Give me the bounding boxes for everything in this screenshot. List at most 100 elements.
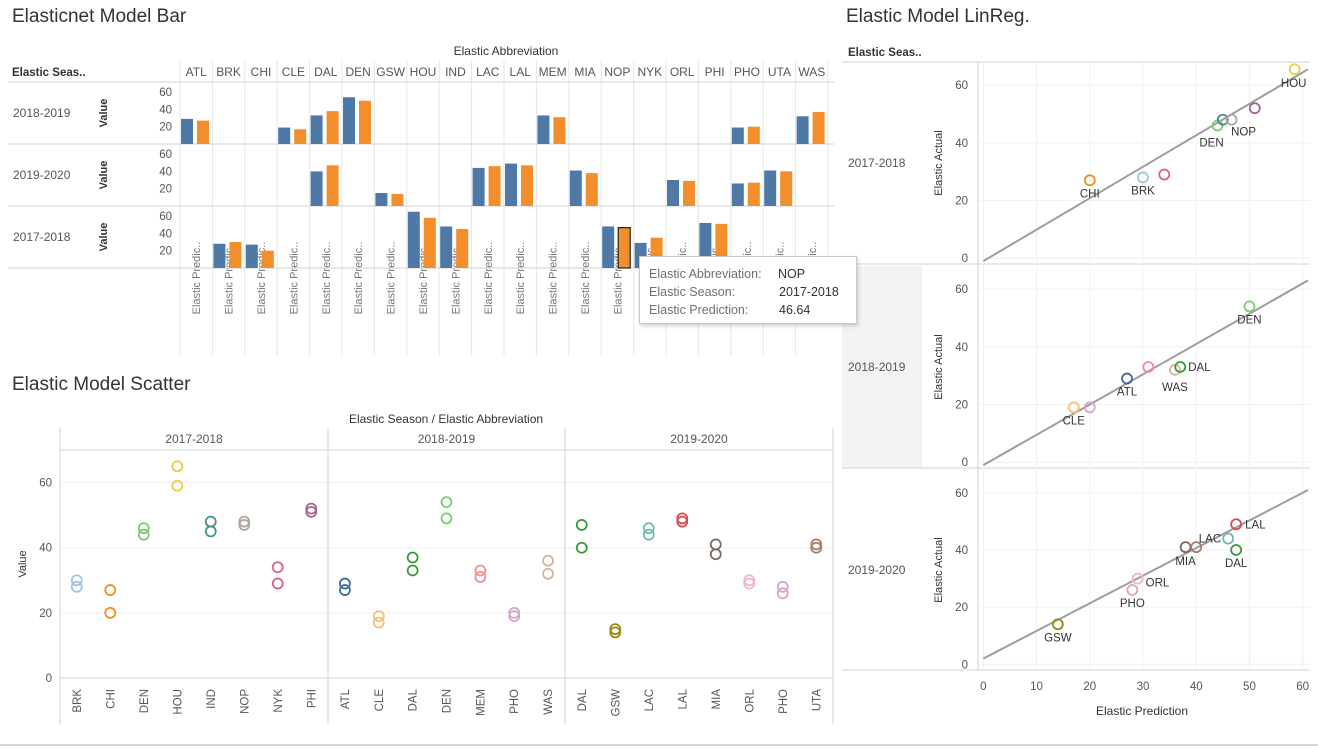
scatter-chart: Elastic Season / Elastic Abbreviation Val… [17,412,834,724]
scatter-season-label: 2019-2020 [670,432,728,446]
y-tick-label: 60 [955,488,968,500]
season-row-label: 2018-2019 [13,106,71,120]
scatter-point-CLE [372,610,385,623]
bar-prediction-NOP [617,227,631,269]
scatter-season-label: 2018-2019 [418,432,476,446]
linreg-point-label: LAL [1245,519,1266,531]
y-tick-label: 40 [955,138,968,150]
bar-actual-LAC [472,167,485,206]
linreg-point-BRK [1137,171,1149,184]
linreg-x-axis-title: Elastic Prediction [1096,704,1188,718]
scatter-team-label: ATL [340,688,352,709]
scatter-point-MIA [709,548,722,561]
scatter-chart-title: Elastic Model Scatter [12,374,191,395]
linreg-y-axis-title: Elastic Actual [933,130,945,195]
linreg-point-label: BRK [1131,185,1155,197]
x-tick-label: 50 [1243,681,1256,693]
bar-actual-HOU [407,211,420,268]
linreg-point-label: ATL [1117,387,1138,399]
x-tick-label: 40 [1190,681,1203,693]
scatter-point-GSW [609,623,622,636]
bar-prediction-GSW [391,193,404,206]
team-column-label: LAC [476,65,500,79]
scatter-point-UTA [810,541,823,554]
tooltip-row-prediction: Elastic Prediction: 46.64 [649,301,847,319]
scatter-point-MEM [474,571,487,583]
scatter-team-label: GSW [610,689,622,717]
linreg-point-label: ORL [1146,578,1170,590]
x-tick-label: 10 [1030,681,1043,693]
bar-actual-DEN [343,97,355,144]
y-tick-label: 40 [159,166,172,178]
x-tick-label: 60 [1296,681,1309,693]
scatter-point-CLE [372,616,385,629]
linreg-point-PHO [1083,401,1096,414]
linreg-chart: Elastic Seas.. 2017-2018 Elastic Actual 0 20… [842,47,1310,718]
team-column-label: WAS [798,65,825,79]
scatter-team-label: DEN [139,689,151,713]
y-tick-label: 40 [159,104,172,116]
bar-prediction-ORL [683,180,695,206]
bar-prediction-WAS [812,111,825,144]
bar-actual-MEM [537,115,550,144]
scatter-team-label: MIA [711,689,723,710]
scatter-team-label: DAL [408,688,420,711]
bar-actual-NOP [602,226,615,268]
team-column-label: CLE [282,65,305,79]
scatter-team-label: BRK [72,689,84,713]
scatter-point-DAL [406,551,419,564]
y-tick-label: 0 [962,659,968,671]
linreg-point-label: DAL [1188,362,1211,374]
team-column-label: GSW [376,65,405,79]
linreg-point-label: MIA [1175,556,1196,568]
linreg-point-label: DEN [1199,137,1223,149]
linreg-point-label: CHI [1080,188,1100,200]
bar-actual-LAL [505,163,517,206]
scatter-point-CHI [104,606,117,619]
y-tick-label: 60 [955,284,968,296]
tooltip-value: 2017-2018 [779,285,839,299]
scatter-team-label: PHO [509,689,521,714]
bar-actual-UTA [764,170,777,206]
trend-line [982,68,1309,262]
y-tick-label: 20 [159,184,172,196]
scatter-point-BRK [70,580,83,593]
scatter-point-PHI [305,502,318,515]
linreg-point-NOP [1225,113,1238,126]
linreg-point-DAL [1174,361,1187,373]
scatter-team-label: NOP [239,689,251,714]
linreg-point-label: DEN [1237,314,1261,326]
y-tick-label: 40 [159,228,172,240]
y-tick-label: 60 [955,80,968,92]
scatter-point-PHO [508,610,521,623]
scatter-point-UTA [810,538,823,551]
scatter-point-DAL [575,541,588,554]
scatter-point-WAS [542,567,554,580]
team-column-label: LAL [510,65,532,79]
linreg-point-IND [1216,113,1229,126]
scatter-point-DEN [137,522,150,535]
scatter-team-label: HOU [172,689,184,715]
scatter-point-DEN [440,512,453,525]
linreg-point-PHI [1248,102,1261,115]
linreg-season-label: 2018-2019 [848,360,906,374]
bar-actual-ORL [667,180,679,206]
scatter-team-label: LAC [644,689,656,711]
tooltip-key: Elastic Abbreviation: [649,267,762,281]
team-column-label: CHI [251,65,272,79]
scatter-point-ATL [339,584,351,596]
x-tick-label: 20 [1083,681,1096,693]
y-tick-label: 20 [955,196,968,208]
bar-actual-WAS [796,116,809,144]
linreg-point-ATL [1121,372,1133,385]
linreg-point-ORL [1131,572,1144,585]
linreg-point-LAL [1230,518,1243,531]
linreg-point-label: PHO [1120,598,1145,610]
bar-prediction-IND [456,229,469,268]
y-tick-label: 20 [39,608,52,620]
scatter-y-axis-title: Value [17,550,29,577]
scatter-point-NYK [271,577,284,590]
linreg-point-label: NOP [1231,127,1256,139]
linreg-point-label: HOU [1281,78,1307,90]
scatter-point-PHO [776,587,789,600]
